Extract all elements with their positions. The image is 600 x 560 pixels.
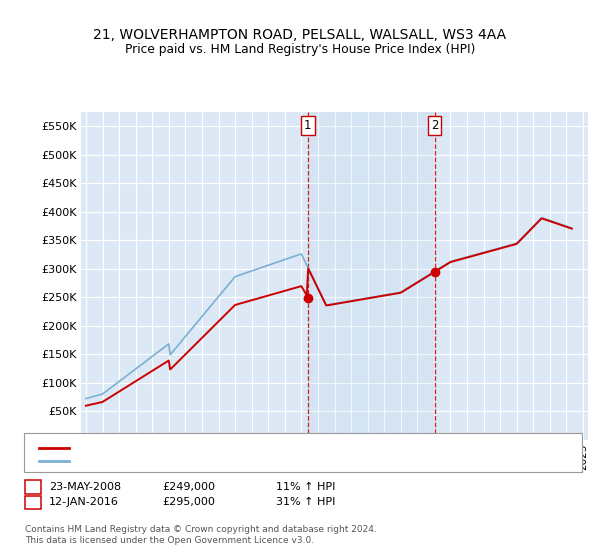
Bar [308,112,434,440]
Text: 2: 2 [431,119,439,132]
Text: 21, WOLVERHAMPTON ROAD, PELSALL, WALSALL, WS3 4AA: 21, WOLVERHAMPTON ROAD, PELSALL, WALSALL… [94,28,506,43]
Text: £249,000: £249,000 [162,482,215,492]
Text: 11% ↑ HPI: 11% ↑ HPI [276,482,335,492]
Text: 1: 1 [304,119,311,132]
Text: 1: 1 [29,482,37,492]
Text: 21, WOLVERHAMPTON ROAD, PELSALL,  WALSALL, WS3 4AA (detached house): 21, WOLVERHAMPTON ROAD, PELSALL, WALSALL… [73,443,469,453]
Text: £295,000: £295,000 [162,497,215,507]
Text: 12-JAN-2016: 12-JAN-2016 [49,497,119,507]
Text: Contains HM Land Registry data © Crown copyright and database right 2024.
This d: Contains HM Land Registry data © Crown c… [25,525,377,545]
Text: 2: 2 [29,497,37,507]
Text: Price paid vs. HM Land Registry's House Price Index (HPI): Price paid vs. HM Land Registry's House … [125,43,475,56]
Text: HPI: Average price, detached house, Walsall: HPI: Average price, detached house, Wals… [73,456,295,466]
Text: 23-MAY-2008: 23-MAY-2008 [49,482,121,492]
Text: 31% ↑ HPI: 31% ↑ HPI [276,497,335,507]
